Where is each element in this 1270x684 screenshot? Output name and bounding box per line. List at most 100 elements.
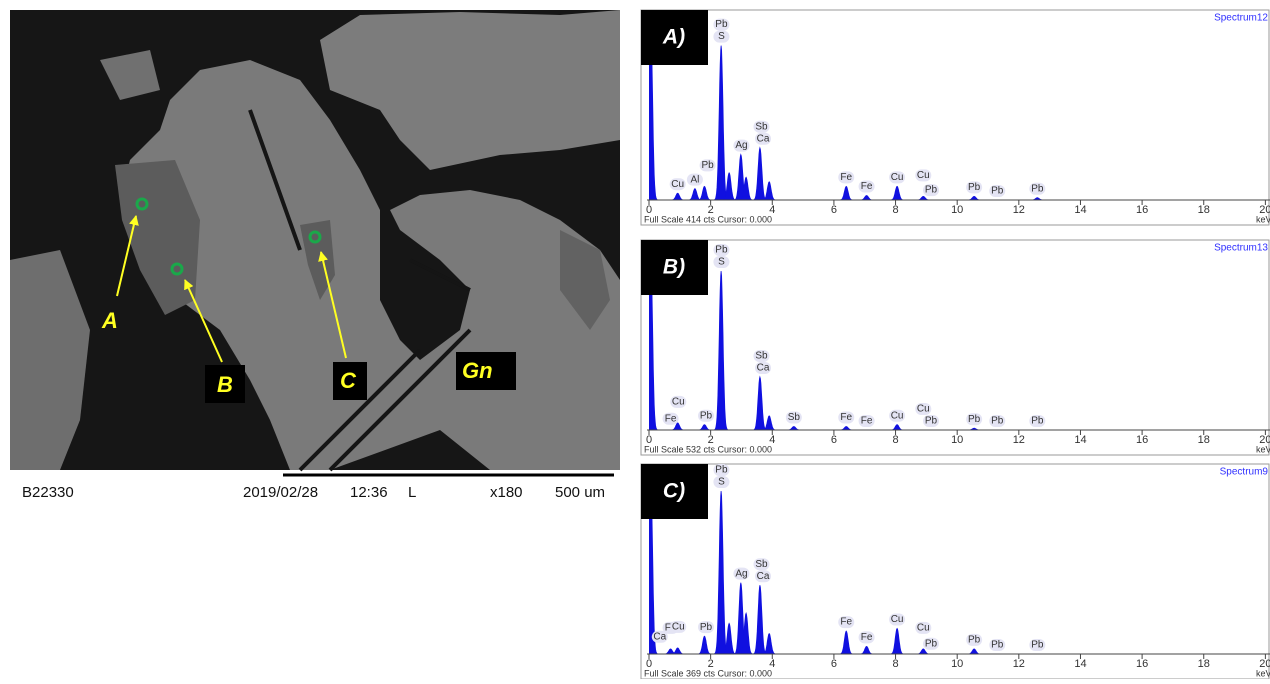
label-box [205, 365, 245, 403]
element-label-bg [1029, 182, 1046, 195]
element-label-bg [753, 120, 770, 133]
x-tick-label: 18 [1198, 204, 1210, 216]
panel-label-box [641, 240, 708, 295]
element-label-bg [858, 631, 875, 644]
element-label: Pb [968, 182, 981, 193]
arrow [116, 215, 139, 297]
element-label: Fe [861, 181, 873, 192]
element-label: Cu [891, 410, 904, 421]
grain [320, 10, 620, 170]
panel-label: B) [663, 256, 685, 279]
sem-image: A B C Gn B22330 2019/02/28 12:36 L x180 … [10, 10, 620, 501]
panel-frame [640, 9, 1270, 226]
x-tick-label: 0 [646, 204, 652, 216]
x-tick-label: 20 [1259, 204, 1270, 216]
element-label: Fe [840, 617, 852, 628]
element-label: Cu [917, 404, 930, 415]
spectrum-footer: Full Scale 414 cts Cursor: 0.000 [644, 214, 772, 224]
element-label: Ca [757, 571, 770, 582]
element-label-bg [698, 621, 715, 634]
element-label: Pb [925, 638, 938, 649]
element-label: Fe [861, 416, 873, 427]
element-label: Pb [715, 245, 728, 256]
element-label: Pb [968, 635, 981, 646]
arrows [116, 215, 347, 363]
element-label: Pb [700, 622, 713, 633]
element-label-bg [915, 621, 932, 634]
element-label: Cu [672, 622, 685, 633]
element-label-bg [670, 620, 687, 633]
element-label-bg [713, 243, 730, 256]
element-label-bg [713, 18, 730, 31]
element-label-bg [838, 411, 855, 424]
x-tick-label: 4 [769, 204, 775, 216]
element-label-bg [713, 463, 730, 476]
panel-frame [640, 239, 1270, 456]
element-label-bg [669, 178, 686, 191]
x-tick-label: 2 [708, 434, 714, 446]
x-tick-label: 4 [769, 434, 775, 446]
element-label: Cu [891, 172, 904, 183]
spectrum-footer: Full Scale 369 cts Cursor: 0.000 [644, 668, 772, 678]
element-label: Fe [665, 413, 677, 424]
phase-region [115, 160, 200, 315]
spectrum-peak [713, 270, 729, 430]
element-label-bg [922, 184, 939, 197]
x-tick-label: 16 [1136, 658, 1148, 670]
panel-label-box [641, 464, 708, 519]
element-label-bg [733, 567, 750, 580]
magnification: x180 [490, 484, 523, 501]
element-label: Cu [671, 179, 684, 190]
element-label: Ca [757, 363, 770, 374]
element-label-bg [889, 171, 906, 184]
element-label: S [718, 477, 725, 488]
element-label: Pb [991, 186, 1004, 197]
element-label-bg [755, 570, 772, 583]
time: 12:36 [350, 484, 388, 501]
x-tick-label: 12 [1013, 434, 1025, 446]
grain [100, 50, 160, 100]
crack [248, 109, 472, 472]
element-label: Fe [861, 632, 873, 643]
element-label-bg [713, 475, 730, 488]
arrow [184, 279, 223, 363]
element-label: Pb [1031, 416, 1044, 427]
element-label-bg [889, 613, 906, 626]
element-label-bg [989, 185, 1006, 197]
x-tick-label: 6 [831, 658, 837, 670]
x-tick-label: 20 [1259, 658, 1270, 670]
marker-label: B [217, 372, 233, 397]
element-label-bg [670, 395, 687, 408]
spectrum-peak [738, 611, 754, 654]
x-tick-label: 6 [831, 204, 837, 216]
phase-region [560, 230, 610, 330]
element-label: Sb [755, 121, 768, 132]
analysis-spots [135, 197, 322, 276]
element-label: Fe [840, 172, 852, 183]
element-label-bg [755, 132, 772, 145]
element-label-bg [838, 616, 855, 629]
element-label: Pb [968, 414, 981, 425]
element-label: Ca [653, 631, 666, 642]
x-tick-label: 2 [708, 204, 714, 216]
x-tick-label: 14 [1074, 204, 1086, 216]
x-tick-label: 18 [1198, 658, 1210, 670]
scale-text: 500 um [555, 484, 605, 501]
x-tick-label: 12 [1013, 204, 1025, 216]
element-label-bg [753, 349, 770, 362]
phase-region [300, 220, 335, 300]
x-tick-label: 16 [1136, 204, 1148, 216]
element-label: S [718, 257, 725, 268]
spectrum-title: Spectrum9 [1220, 467, 1269, 478]
element-label-bg [922, 415, 939, 427]
x-tick-label: 16 [1136, 434, 1148, 446]
element-label: Pb [991, 640, 1004, 651]
element-label-bg [755, 361, 772, 374]
element-label: Pb [715, 465, 728, 476]
x-tick-label: 14 [1074, 658, 1086, 670]
marker-label: C [340, 368, 357, 393]
element-label-bg [753, 558, 770, 571]
